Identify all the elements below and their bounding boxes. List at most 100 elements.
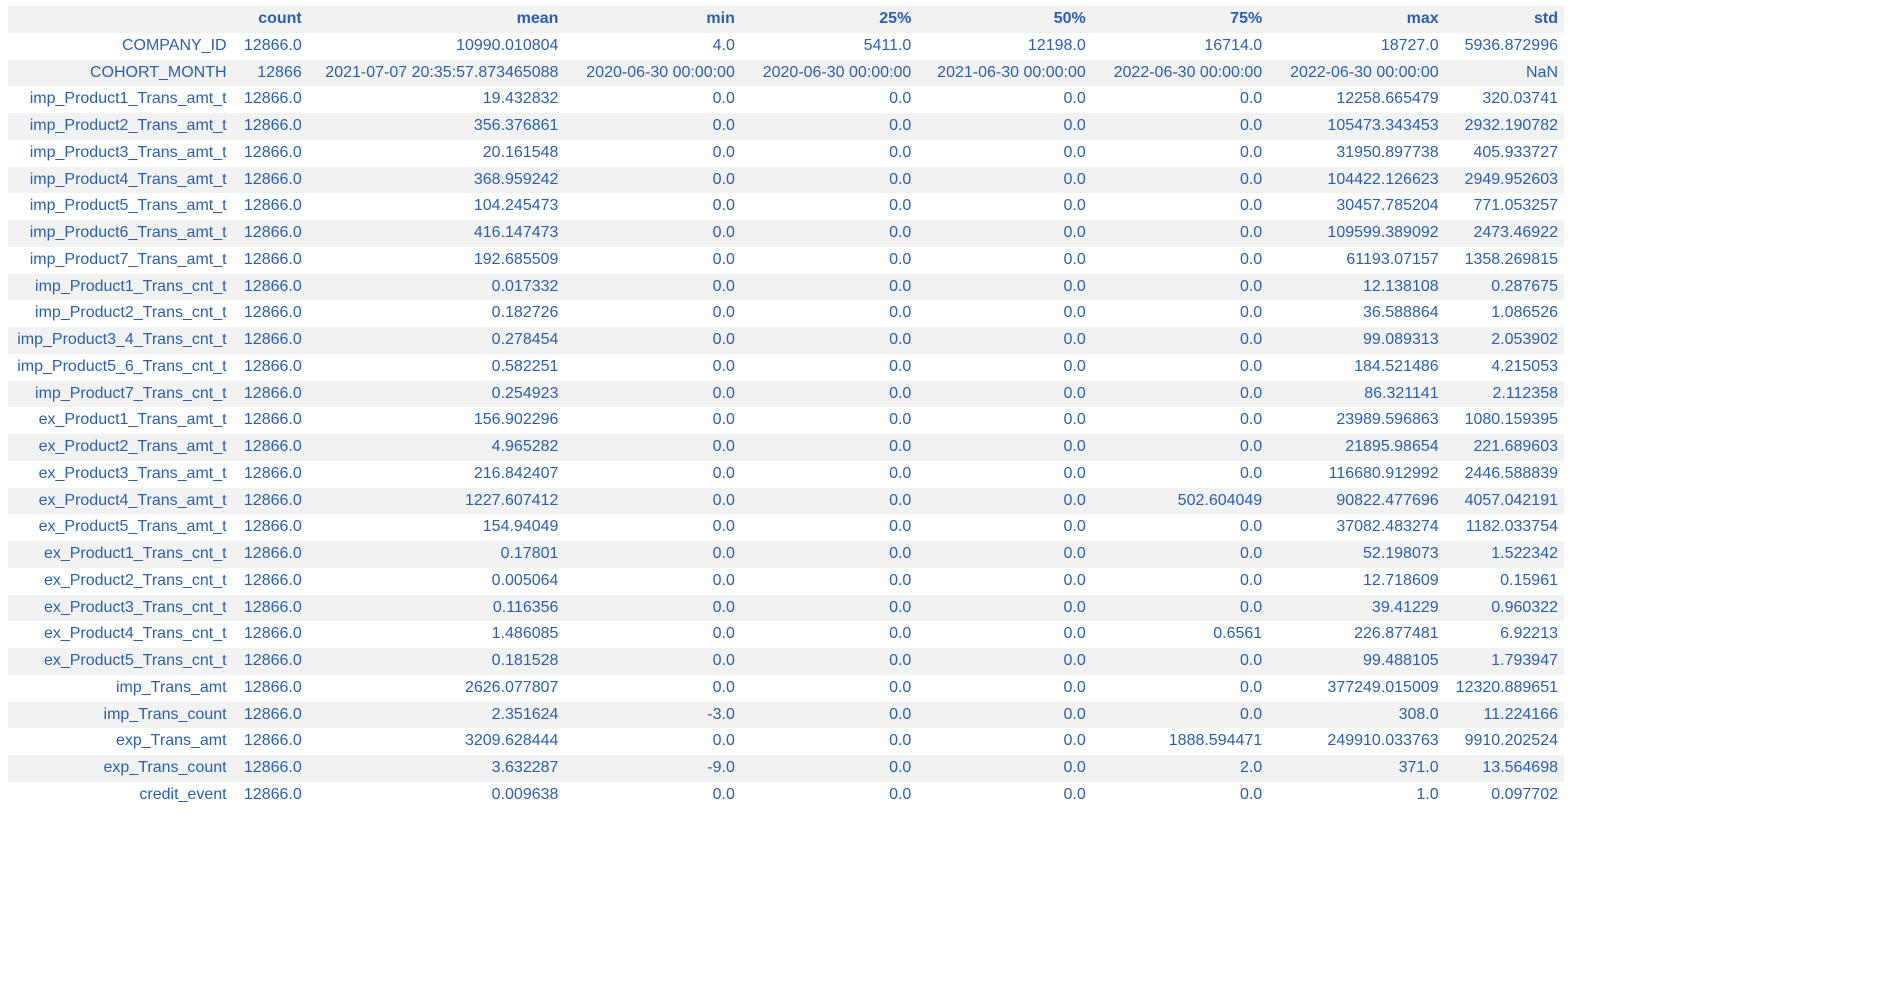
table-cell: 0.0: [1063, 518, 1086, 536]
table-cell: 0.0: [712, 464, 735, 482]
row-label: ex_Product5_Trans_amt_t: [38, 518, 227, 536]
row-label: exp_Trans_amt: [115, 732, 227, 750]
table-cell: 0.0: [1239, 705, 1263, 723]
table-cell: 2022-06-30 00:00:00: [1290, 63, 1439, 81]
table-cell: 12866.0: [243, 598, 302, 616]
table-cell: 0.0: [1239, 143, 1263, 161]
table-cell: 12866.0: [243, 277, 302, 295]
table-cell: 0.0: [712, 785, 735, 803]
row-label: imp_Product5_6_Trans_cnt_t: [17, 357, 227, 375]
table-cell: 12866: [257, 63, 302, 81]
table-cell: 18727.0: [1380, 36, 1439, 54]
table-cell: 0.6561: [1213, 625, 1263, 643]
table-cell: 4.965282: [491, 438, 559, 455]
row-label: imp_Product6_Trans_amt_t: [29, 224, 227, 241]
table-cell: 0.0: [889, 304, 912, 322]
table-cell: 16714.0: [1204, 36, 1263, 54]
table-cell: 0.582251: [491, 357, 559, 375]
describe-table: count mean min 25% 50% 75% max std COMPANY_ID 12…: [8, 6, 1564, 809]
table-cell: 0.0: [712, 598, 735, 616]
row-label: imp_Product7_Trans_cnt_t: [35, 384, 227, 402]
table-cell: 11.224166: [1483, 705, 1558, 723]
table-cell: 371.0: [1398, 759, 1439, 776]
table-cell: 2020-06-30 00:00:00: [586, 63, 735, 81]
table-cell: 192.685509: [473, 250, 559, 268]
table-cell: 12866.0: [243, 571, 302, 589]
table-cell: 156.902296: [473, 411, 559, 429]
table-cell: 1.486085: [491, 625, 559, 643]
table-cell: 0.0: [889, 197, 912, 215]
table-cell: 0.0: [712, 117, 735, 134]
table-cell: 2473.46922: [1473, 224, 1558, 241]
table-row: ex_Product3_Trans_amt_t 12866.0 216.842407…: [8, 460, 1564, 488]
table-cell: 12.718609: [1363, 571, 1439, 589]
table-row: ex_Product4_Trans_cnt_t 12866.0 1.486085 0.…: [8, 621, 1564, 648]
table-cell: 0.0: [889, 250, 912, 268]
table-cell: 2446.588839: [1464, 464, 1558, 482]
table-cell: 0.0: [889, 331, 912, 348]
table-cell: 1.522342: [1491, 545, 1558, 562]
table-cell: 0.0: [1063, 250, 1086, 268]
table-cell: 0.0: [889, 785, 912, 803]
row-label: imp_Trans_count: [103, 705, 227, 723]
table-row: imp_Trans_count 12866.0 2.351624 -3.0 0.0 0.0…: [8, 701, 1564, 729]
table-cell: 12866.0: [243, 678, 302, 696]
table-cell: 0.0: [889, 117, 912, 134]
column-header: max: [1406, 10, 1439, 27]
table-cell: 0.0: [889, 464, 912, 482]
table-cell: 0.0: [712, 250, 735, 268]
table-cell: 12866.0: [243, 491, 302, 509]
table-cell: 0.0: [1239, 678, 1263, 696]
table-cell: 0.0: [1063, 224, 1086, 241]
table-cell: 20.161548: [482, 143, 559, 161]
table-row: imp_Product1_Trans_cnt_t 12866.0 0.017332 0…: [8, 273, 1564, 301]
table-cell: 405.933727: [1473, 143, 1558, 161]
table-cell: 0.0: [1239, 331, 1263, 348]
row-label: ex_Product3_Trans_amt_t: [38, 464, 227, 482]
table-cell: 12866.0: [243, 518, 302, 536]
table-cell: 0.0: [889, 625, 912, 643]
table-cell: 105473.343453: [1327, 117, 1439, 134]
table-cell: 0.0: [1063, 143, 1086, 161]
table-row: imp_Product7_Trans_amt_t 12866.0 192.68550…: [8, 246, 1564, 274]
table-cell: 12866.0: [243, 197, 302, 215]
row-label: COMPANY_ID: [121, 36, 227, 54]
table-cell: 0.0: [1239, 117, 1263, 134]
table-cell: 0.0: [1239, 384, 1263, 402]
table-row: ex_Product4_Trans_amt_t 12866.0 1227.60741…: [8, 487, 1564, 515]
header-row: count mean min 25% 50% 75% max std: [8, 6, 1564, 33]
table-cell: 0.0: [889, 90, 912, 108]
table-cell: 0.0: [712, 357, 735, 375]
table-row: imp_Product6_Trans_amt_t 12866.0 416.14747…: [8, 220, 1564, 247]
table-cell: 0.0: [1239, 518, 1263, 536]
table-cell: 12866.0: [243, 464, 302, 482]
table-cell: 0.182726: [491, 304, 559, 322]
table-cell: 12.138108: [1363, 277, 1439, 295]
table-cell: 0.0: [1063, 759, 1086, 776]
table-cell: 0.0: [1063, 90, 1086, 108]
table-cell: 0.009638: [491, 785, 559, 803]
column-header: std: [1534, 10, 1558, 27]
table-cell: 12866.0: [243, 785, 302, 803]
table-cell: 0.0: [712, 411, 735, 429]
row-label: ex_Product4_Trans_amt_t: [38, 491, 227, 509]
table-cell: 21895.98654: [1345, 438, 1439, 455]
table-cell: 23989.596863: [1336, 411, 1439, 429]
table-cell: 116680.912992: [1328, 464, 1439, 482]
table-cell: 0.0: [1063, 197, 1086, 215]
table-row: ex_Product2_Trans_amt_t 12866.0 4.965282 0.…: [8, 434, 1564, 461]
row-label: ex_Product4_Trans_cnt_t: [43, 625, 227, 643]
table-cell: 0.0: [1239, 545, 1263, 562]
table-cell: 12866.0: [243, 705, 302, 723]
row-label: imp_Product7_Trans_amt_t: [29, 250, 227, 268]
table-cell: 12866.0: [243, 438, 302, 455]
index-header-blank: [8, 6, 233, 33]
table-cell: 0.254923: [491, 384, 559, 402]
row-label: imp_Product5_Trans_amt_t: [29, 197, 227, 215]
table-cell: 0.0: [712, 571, 735, 589]
table-row: imp_Product3_4_Trans_cnt_t 12866.0 0.27845…: [8, 327, 1564, 354]
row-label: ex_Product2_Trans_amt_t: [38, 438, 227, 455]
table-row: imp_Product1_Trans_amt_t 12866.0 19.432832…: [8, 86, 1564, 113]
table-row: imp_Product4_Trans_amt_t 12866.0 368.95924…: [8, 166, 1564, 194]
table-cell: NaN: [1525, 63, 1558, 81]
